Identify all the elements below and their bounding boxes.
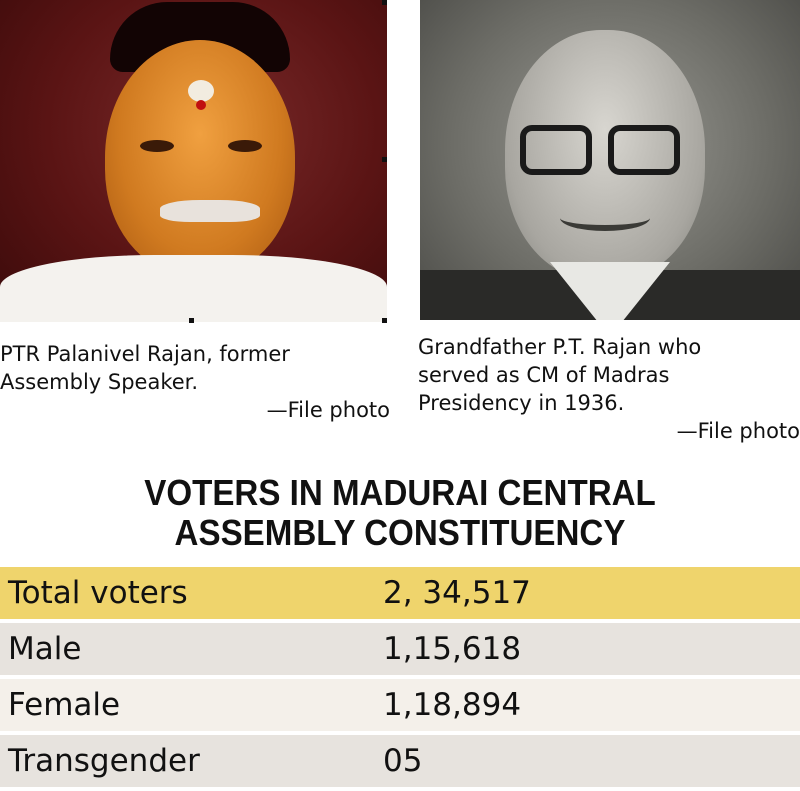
caption-line: Presidency in 1936. [418,391,625,415]
heading-line-1: VOTERS IN MADURAI CENTRAL [144,472,656,513]
row-label: Transgender [8,743,200,779]
row-label: Female [8,687,121,723]
photo-caption-2: Grandfather P.T. Rajan who served as CM … [418,333,800,445]
selection-handle[interactable] [189,318,194,323]
photo-ptr-palanivel-rajan [0,0,387,322]
table-row-female: Female 1,18,894 [0,679,800,731]
selection-handle[interactable] [382,318,387,323]
caption-line: PTR Palanivel Rajan, former [0,342,290,366]
row-value: 1,18,894 [383,687,522,723]
selection-handle[interactable] [382,0,387,5]
photo-caption-1: PTR Palanivel Rajan, former Assembly Spe… [0,340,390,424]
row-value: 2, 34,517 [383,575,531,611]
photo-credit: —File photo [676,419,800,443]
row-label: Male [8,631,82,667]
caption-line: served as CM of Madras [418,363,670,387]
table-row-transgender: Transgender 05 [0,735,800,787]
photo-pt-rajan [420,0,800,320]
caption-line: Assembly Speaker. [0,370,199,394]
table-heading: VOTERS IN MADURAI CENTRAL ASSEMBLY CONST… [32,473,768,553]
row-value: 05 [383,743,423,779]
row-label: Total voters [8,575,188,611]
photo-credit: —File photo [266,398,390,422]
selection-handle[interactable] [382,157,387,162]
caption-line: Grandfather P.T. Rajan who [418,335,702,359]
row-value: 1,15,618 [383,631,522,667]
table-row-male: Male 1,15,618 [0,623,800,675]
heading-line-2: ASSEMBLY CONSTITUENCY [174,512,626,553]
voters-table: Total voters 2, 34,517 Male 1,15,618 Fem… [0,567,800,791]
table-row-total-voters: Total voters 2, 34,517 [0,567,800,619]
